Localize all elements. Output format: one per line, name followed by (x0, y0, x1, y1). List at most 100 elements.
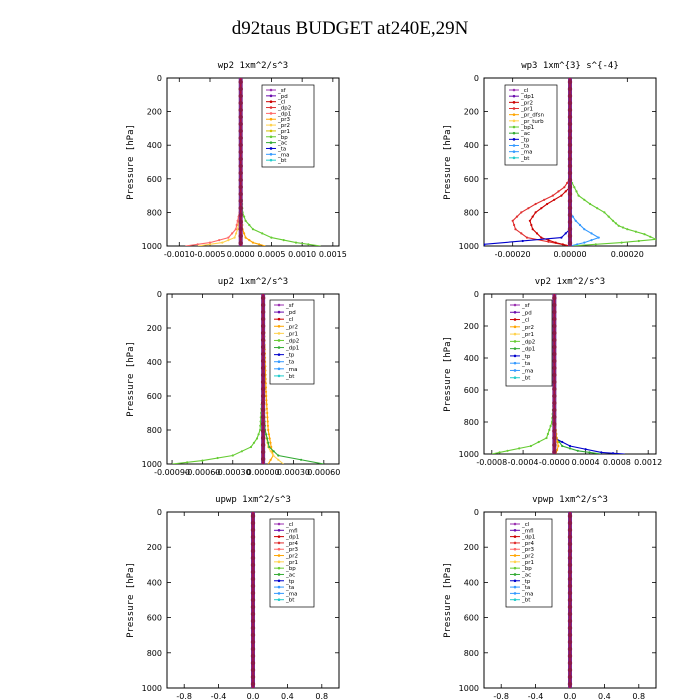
series-marker (511, 219, 514, 222)
y-tick-label: 400 (147, 358, 162, 367)
series-marker (514, 228, 517, 231)
legend-marker (269, 123, 273, 127)
series-marker (268, 437, 271, 440)
legend-marker (277, 332, 281, 335)
zero-profile-marker (567, 170, 573, 176)
series-marker (649, 235, 652, 238)
zero-profile-marker (250, 555, 256, 561)
zero-profile-marker (567, 219, 573, 225)
x-tick-label: -0.00060 (184, 468, 220, 477)
legend-marker (512, 94, 516, 98)
zero-profile-marker (238, 121, 243, 127)
plot-area (484, 78, 656, 246)
legend-label: _pr_dfsn (520, 113, 545, 119)
legend-label: _dp1 (521, 535, 535, 541)
panel-3: up2 1xm^2/s^3 Pressure [hPa] 0 200 400 600 800… (126, 277, 340, 477)
series-marker (543, 198, 546, 201)
series-marker (208, 243, 212, 246)
zero-profile-marker (567, 562, 573, 568)
legend-marker (277, 560, 281, 564)
zero-profile-marker (567, 604, 573, 610)
legend-marker (513, 554, 517, 557)
y-tick-label: 200 (464, 322, 479, 331)
legend-label: _ma (521, 591, 533, 597)
series-marker (196, 243, 199, 246)
y-tick-label: 1000 (142, 684, 162, 693)
series-marker (568, 447, 572, 450)
series-marker (561, 440, 564, 444)
legend-label: _dp2 (285, 338, 299, 344)
zero-profile-marker (567, 226, 573, 232)
legend-label: _pr2 (285, 324, 298, 330)
zero-profile-marker (250, 632, 256, 638)
zero-profile-marker (567, 184, 573, 190)
series-marker (231, 232, 234, 235)
series-line-dp1 (185, 78, 242, 246)
zero-profile-marker (552, 295, 557, 301)
zero-profile-marker (238, 86, 243, 92)
legend-marker (277, 573, 281, 576)
series-marker (575, 190, 578, 193)
x-tick-label: 0.00000 (247, 468, 280, 477)
zero-profile-marker (260, 428, 266, 434)
legend-label: _bt (285, 374, 295, 380)
legend-label: _pr3 (285, 547, 299, 553)
legend-marker (269, 135, 273, 139)
series-marker (590, 232, 593, 235)
series-marker (557, 444, 560, 448)
series-marker (607, 215, 610, 218)
x-tick-label: 0.00030 (277, 468, 310, 477)
plot-area (172, 294, 324, 464)
legend-label: _ma (521, 368, 533, 374)
legend-label: _sf (277, 88, 287, 94)
legend-marker (277, 374, 281, 378)
legend-label: _pd (285, 310, 296, 316)
series-marker (571, 215, 575, 218)
plot-area (250, 512, 256, 688)
zero-profile-marker (567, 611, 573, 617)
zero-profile-marker (567, 681, 573, 687)
zero-profile-marker (250, 618, 256, 624)
legend-label: _bp (521, 566, 532, 572)
series-marker (515, 215, 519, 218)
x-tick-label: -0.00090 (154, 468, 190, 477)
series-marker (265, 399, 268, 402)
legend-label: _cl (521, 318, 530, 324)
x-tick-label: 0.8 (315, 692, 328, 700)
zero-profile-marker (552, 400, 557, 406)
legend-marker (513, 332, 517, 336)
y-axis-label: Pressure [hPa] (126, 124, 136, 200)
y-tick-label: 800 (464, 649, 479, 658)
series-marker (589, 202, 592, 206)
series-marker (264, 390, 268, 393)
zero-profile-marker (567, 191, 573, 197)
y-tick-label: 800 (147, 649, 162, 658)
legend-marker (269, 106, 273, 109)
zero-profile-marker (260, 302, 266, 308)
zero-profile-marker (250, 583, 256, 589)
zero-profile-marker (567, 576, 573, 582)
zero-profile-marker (238, 212, 243, 218)
series-marker (553, 198, 556, 201)
series-marker (266, 437, 269, 440)
legend-label: _dp1 (285, 346, 299, 352)
series-marker (584, 448, 587, 451)
series-marker (259, 428, 262, 432)
zero-profile-marker (250, 590, 256, 596)
zero-profile-marker (260, 421, 266, 427)
zero-profile-marker (567, 541, 573, 547)
legend-marker (512, 119, 516, 123)
legend-marker (277, 579, 281, 583)
series-marker (269, 450, 272, 453)
series-marker (264, 386, 267, 389)
series-marker (528, 219, 532, 222)
series-marker (556, 440, 559, 444)
zero-profile-marker (238, 205, 243, 211)
series-marker (594, 243, 597, 246)
zero-profile-marker (552, 316, 557, 322)
series-marker (634, 230, 638, 233)
zero-profile-marker (260, 337, 266, 343)
legend-label: _tp (521, 354, 531, 360)
zero-profile-marker (552, 344, 557, 350)
legend-label: _ac (285, 572, 295, 578)
